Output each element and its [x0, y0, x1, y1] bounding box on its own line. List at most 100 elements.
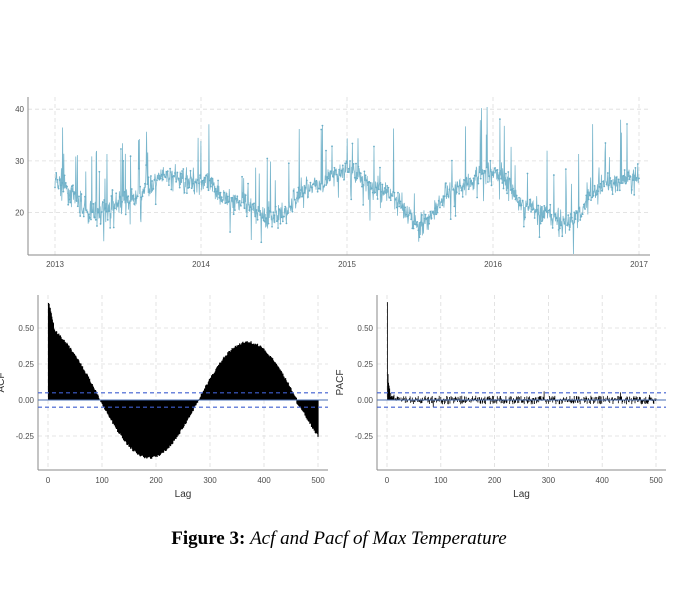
- ts-temperature-point: [626, 123, 628, 125]
- ts-temperature-point: [387, 186, 390, 189]
- ts-temperature-point: [259, 214, 261, 216]
- ts-temperature-point: [261, 216, 264, 219]
- ts-temperature-point: [406, 215, 409, 218]
- ts-temperature-point: [122, 159, 125, 162]
- ts-temperature-point: [174, 172, 176, 174]
- ts-temperature-point: [598, 185, 601, 188]
- ts-temperature-point: [63, 174, 66, 177]
- ts-temperature-point: [69, 201, 72, 204]
- ts-temperature-point: [241, 175, 243, 178]
- ts-temperature-point: [151, 180, 154, 182]
- ts-temperature-point: [434, 207, 437, 210]
- ts-temperature-point: [91, 211, 94, 214]
- ts-temperature-point: [373, 145, 375, 148]
- ts-temperature-point: [109, 226, 112, 229]
- ts-temperature-point: [138, 167, 140, 170]
- ts-temperature-point: [623, 169, 626, 171]
- ts-temperature-point: [245, 215, 248, 218]
- ts-temperature-point: [310, 186, 313, 189]
- figure-caption-label: Figure 3:: [171, 528, 246, 549]
- ts-temperature-point: [466, 183, 469, 186]
- corr-x-tick-label: 200: [149, 476, 163, 485]
- ts-temperature-point: [369, 181, 372, 184]
- ts-temperature-point: [569, 213, 572, 215]
- ts-temperature-point: [169, 167, 172, 170]
- ts-temperature-point: [104, 207, 107, 210]
- ts-temperature-point: [587, 198, 590, 201]
- ts-temperature-point: [206, 186, 209, 189]
- ts-temperature-point: [181, 170, 184, 172]
- ts-temperature-point: [591, 196, 594, 199]
- ts-temperature-point: [150, 175, 152, 177]
- ts-temperature-point: [380, 190, 383, 193]
- ts-temperature-point: [610, 179, 613, 182]
- ts-temperature-point: [248, 209, 251, 212]
- ts-temperature-point: [533, 217, 536, 219]
- ts-temperature-point: [365, 179, 368, 182]
- ts-temperature-point: [499, 118, 501, 120]
- ts-temperature-point: [548, 209, 550, 212]
- ts-temperature-point: [283, 215, 285, 218]
- ts-temperature-point: [558, 227, 561, 230]
- ts-temperature-point: [328, 179, 331, 182]
- ts-temperature-point: [477, 182, 480, 185]
- ts-temperature-point: [186, 192, 188, 195]
- ts-temperature-point: [333, 166, 336, 169]
- ts-temperature-point: [106, 219, 109, 221]
- ts-temperature-point: [314, 184, 317, 187]
- ts-temperature-point: [172, 174, 175, 177]
- ts-temperature-point: [452, 188, 455, 191]
- ts-temperature-point: [266, 157, 269, 160]
- ts-temperature-point: [443, 195, 446, 198]
- ts-temperature-point: [564, 168, 567, 171]
- ts-temperature-point: [634, 166, 637, 169]
- corr-y-tick-label: 0.50: [357, 324, 373, 333]
- ts-temperature-point: [326, 176, 329, 178]
- ts-temperature-point: [594, 194, 597, 197]
- ts-temperature-point: [239, 204, 242, 207]
- ts-temperature-point: [271, 225, 273, 228]
- ts-temperature-point: [609, 177, 612, 179]
- ts-temperature-point: [515, 194, 518, 197]
- ts-temperature-point: [323, 184, 326, 186]
- ts-temperature-point: [175, 180, 178, 183]
- ts-temperature-point: [574, 218, 577, 221]
- ts-temperature-point: [351, 142, 354, 145]
- ts-temperature-point: [484, 170, 487, 172]
- ts-temperature-point: [340, 169, 343, 172]
- corr-y-axis-label: ACF: [0, 373, 7, 393]
- ts-temperature-point: [166, 170, 169, 173]
- ts-temperature-point: [235, 197, 237, 200]
- ts-temperature-point: [488, 175, 490, 178]
- corr-y-tick-label: -0.25: [355, 432, 374, 441]
- ts-temperature-point: [233, 209, 236, 211]
- ts-temperature-point: [200, 181, 203, 183]
- ts-temperature-point: [321, 124, 324, 127]
- ts-temperature-point: [394, 198, 397, 201]
- ts-temperature-point: [142, 189, 145, 192]
- ts-temperature-point: [514, 198, 517, 201]
- ts-y-tick-label: 40: [15, 105, 24, 114]
- ts-temperature-point: [58, 179, 61, 181]
- ts-temperature-point: [453, 205, 456, 208]
- ts-temperature-point: [500, 177, 502, 180]
- ts-temperature-point: [56, 178, 59, 181]
- ts-temperature-point: [112, 226, 115, 229]
- ts-temperature-point: [459, 184, 462, 187]
- ts-temperature-point: [599, 182, 602, 185]
- ts-temperature-point: [299, 189, 302, 191]
- ts-temperature-point: [133, 203, 136, 205]
- ts-temperature-point: [579, 219, 582, 221]
- ts-y-tick-label: 30: [15, 157, 24, 166]
- corr-x-tick-label: 300: [542, 476, 556, 485]
- ts-temperature-point: [293, 198, 296, 201]
- ts-temperature-point: [96, 225, 98, 227]
- ts-temperature-point: [297, 186, 300, 189]
- ts-temperature-point: [55, 172, 58, 174]
- ts-temperature-point: [409, 212, 411, 215]
- ts-temperature-point: [391, 194, 393, 197]
- ts-temperature-point: [403, 209, 405, 212]
- ts-temperature-point: [97, 211, 100, 214]
- ts-temperature-point: [417, 229, 420, 232]
- ts-temperature-point: [346, 171, 349, 173]
